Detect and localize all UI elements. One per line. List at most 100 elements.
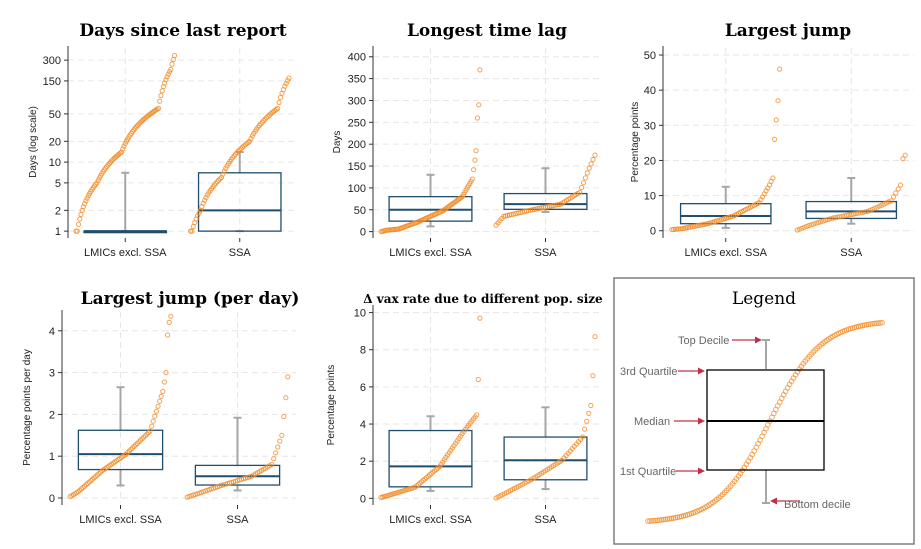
data-point bbox=[474, 412, 480, 418]
x-tick-label: LMICs excl. SSA bbox=[389, 514, 472, 526]
y-tick-label: 20 bbox=[644, 155, 656, 167]
data-point bbox=[80, 204, 87, 210]
data-point bbox=[221, 168, 227, 174]
points-1 bbox=[184, 374, 291, 500]
legend-arrowhead-q3 bbox=[698, 367, 705, 375]
data-point bbox=[676, 226, 682, 232]
data-point bbox=[471, 167, 477, 173]
x-tick-label: LMICs excl. SSA bbox=[684, 247, 767, 259]
y-axis-label: Days (log scale) bbox=[28, 106, 39, 178]
data-point bbox=[94, 180, 100, 186]
data-point bbox=[153, 408, 159, 414]
data-point bbox=[867, 207, 873, 213]
y-tick-label: 200 bbox=[348, 139, 366, 151]
data-point bbox=[474, 115, 480, 121]
y-axis-label: Percentage points bbox=[630, 102, 641, 183]
data-point bbox=[275, 444, 281, 450]
x-tick-label: LMICs excl. SSA bbox=[79, 514, 162, 526]
data-point bbox=[147, 428, 153, 434]
legend-curve-point bbox=[871, 320, 877, 327]
data-point bbox=[155, 105, 162, 112]
legend-label-top-decile: Top Decile bbox=[678, 335, 729, 347]
x-tick-label: LMICs excl. SSA bbox=[389, 247, 472, 259]
data-point bbox=[808, 222, 815, 228]
data-point bbox=[277, 438, 283, 444]
data-point bbox=[588, 161, 594, 167]
data-point bbox=[858, 210, 864, 216]
data-point bbox=[897, 182, 904, 188]
data-point bbox=[281, 413, 287, 420]
x-tick-label: SSA bbox=[229, 247, 252, 259]
data-point bbox=[159, 88, 165, 94]
legend-arrowhead-top bbox=[755, 336, 762, 344]
legend-curve-point bbox=[649, 518, 655, 524]
data-point bbox=[220, 171, 226, 177]
chart-panel-lag: Longest time lag 0 50 100 150 200 250 300 350 400… bbox=[332, 21, 603, 259]
y-tick-label: 40 bbox=[644, 85, 656, 97]
legend-label-third-quartile: 3rd Quartile bbox=[620, 366, 677, 378]
legend-curve-point bbox=[645, 518, 651, 524]
box-iqr bbox=[388, 429, 473, 488]
y-tick-label: 150 bbox=[43, 76, 61, 88]
points-1 bbox=[187, 75, 292, 234]
data-point bbox=[157, 398, 163, 404]
data-point bbox=[189, 228, 195, 234]
data-point bbox=[157, 98, 163, 104]
data-point bbox=[150, 418, 156, 424]
points-1 bbox=[493, 334, 598, 501]
data-point bbox=[770, 175, 776, 181]
data-point bbox=[469, 176, 475, 182]
y-tick-label: 1 bbox=[49, 451, 55, 463]
data-point bbox=[832, 215, 838, 221]
data-point bbox=[163, 370, 169, 376]
legend-curve-point bbox=[873, 320, 879, 327]
chart-panel-vax: Δ vax rate due to different pop. size 0 2 4… bbox=[326, 292, 603, 526]
legend-panel: Legend Top Decile 3rd Quartile Median 1s… bbox=[613, 277, 915, 545]
x-tick-label: SSA bbox=[226, 514, 249, 526]
y-tick-label: 0 bbox=[360, 227, 366, 239]
data-point bbox=[152, 413, 158, 419]
data-point bbox=[580, 434, 586, 440]
data-point bbox=[584, 418, 590, 424]
data-point bbox=[263, 115, 270, 121]
data-point bbox=[217, 176, 223, 182]
data-point bbox=[171, 52, 178, 59]
legend-arrowhead-median bbox=[698, 417, 705, 425]
data-point bbox=[822, 217, 829, 223]
x-tick-label: SSA bbox=[840, 247, 863, 259]
y-tick-label: 0 bbox=[650, 226, 656, 238]
data-point bbox=[772, 136, 778, 142]
data-point bbox=[818, 219, 824, 225]
data-point bbox=[590, 156, 596, 163]
y-tick-label: 300 bbox=[43, 55, 61, 67]
legend-curve-point bbox=[668, 515, 675, 522]
x-tick-label: LMICs excl. SSA bbox=[84, 247, 167, 259]
data-point bbox=[279, 432, 285, 438]
data-point bbox=[777, 66, 783, 72]
y-tick-label: 1 bbox=[55, 226, 61, 238]
legend-label-first-quartile: 1st Quartile bbox=[620, 466, 676, 478]
data-point bbox=[121, 143, 127, 149]
data-point bbox=[890, 194, 897, 200]
legend-curve-point bbox=[651, 517, 657, 524]
data-point bbox=[846, 212, 852, 218]
data-point bbox=[797, 226, 803, 232]
data-point bbox=[82, 201, 88, 207]
legend-curve-point bbox=[875, 320, 881, 326]
data-point bbox=[200, 200, 206, 206]
data-point bbox=[285, 374, 291, 380]
box-1 bbox=[805, 177, 898, 225]
data-point bbox=[801, 224, 807, 230]
legend-arrowhead-q1 bbox=[698, 467, 705, 475]
data-point bbox=[888, 198, 894, 204]
legend-arrowhead-bottom bbox=[770, 497, 777, 505]
chart-panel-jumpday: Largest jump (per day) 0 1 2 3 4 Percentage po… bbox=[22, 289, 299, 526]
y-tick-label: 350 bbox=[348, 74, 366, 86]
data-point bbox=[237, 147, 243, 153]
data-point bbox=[158, 393, 164, 399]
box-1 bbox=[503, 406, 588, 491]
y-tick-label: 0 bbox=[49, 493, 55, 505]
data-point bbox=[476, 102, 482, 108]
data-point bbox=[165, 332, 171, 338]
